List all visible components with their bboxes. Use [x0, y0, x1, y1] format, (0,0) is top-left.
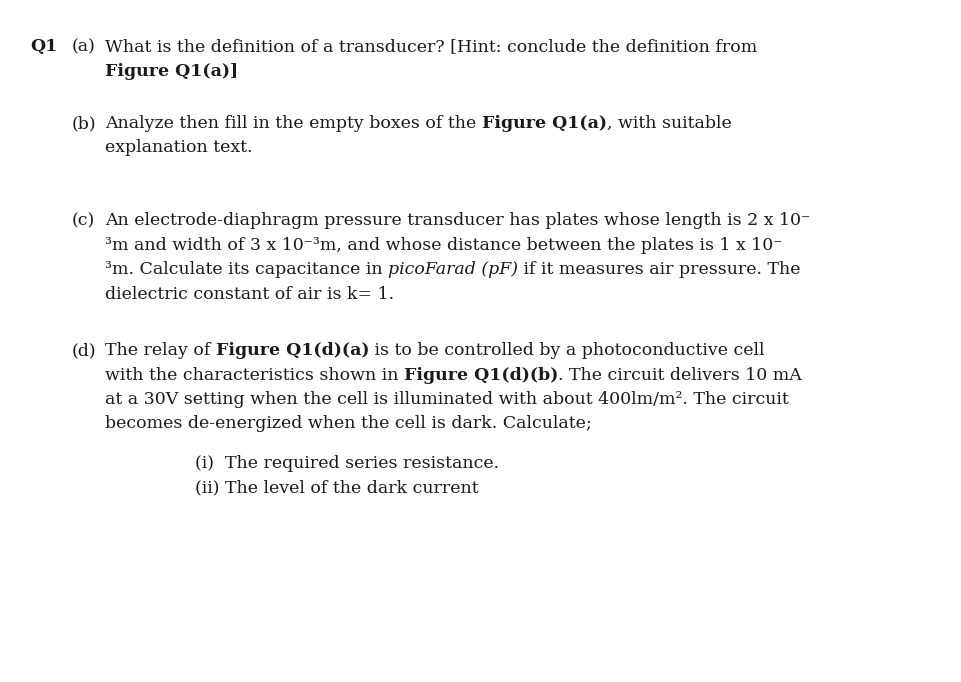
Text: becomes de-energized when the cell is dark. Calculate;: becomes de-energized when the cell is da…: [105, 415, 592, 432]
Text: picoFarad (pF): picoFarad (pF): [388, 261, 518, 278]
Text: (ii) The level of the dark current: (ii) The level of the dark current: [195, 479, 479, 496]
Text: if it measures air pressure. The: if it measures air pressure. The: [518, 261, 801, 278]
Text: with the characteristics shown in: with the characteristics shown in: [105, 366, 404, 383]
Text: (c): (c): [72, 212, 95, 229]
Text: , with suitable: , with suitable: [606, 115, 731, 132]
Text: Figure Q1(d)(b): Figure Q1(d)(b): [404, 366, 558, 383]
Text: An electrode-diaphragm pressure transducer has plates whose length is 2 x 10⁻: An electrode-diaphragm pressure transduc…: [105, 212, 810, 229]
Text: ³m. Calculate its capacitance in: ³m. Calculate its capacitance in: [105, 261, 388, 278]
Text: ³m and width of 3 x 10⁻³m, and whose distance between the plates is 1 x 10⁻: ³m and width of 3 x 10⁻³m, and whose dis…: [105, 237, 782, 254]
Text: Figure Q1(a)]: Figure Q1(a)]: [105, 63, 238, 80]
Text: Figure Q1(a): Figure Q1(a): [481, 115, 606, 132]
Text: Analyze then fill in the empty boxes of the: Analyze then fill in the empty boxes of …: [105, 115, 481, 132]
Text: The relay of: The relay of: [105, 342, 216, 359]
Text: dielectric constant of air is k= 1.: dielectric constant of air is k= 1.: [105, 286, 394, 303]
Text: (d): (d): [72, 342, 97, 359]
Text: (a): (a): [72, 38, 96, 55]
Text: is to be controlled by a photoconductive cell: is to be controlled by a photoconductive…: [369, 342, 765, 359]
Text: . The circuit delivers 10 mA: . The circuit delivers 10 mA: [558, 366, 802, 383]
Text: (b): (b): [72, 115, 97, 132]
Text: explanation text.: explanation text.: [105, 140, 253, 156]
Text: What is the definition of a transducer? [Hint: conclude the definition from: What is the definition of a transducer? …: [105, 38, 757, 55]
Text: at a 30V setting when the cell is illuminated with about 400lm/m². The circuit: at a 30V setting when the cell is illumi…: [105, 391, 789, 408]
Text: Q1: Q1: [30, 38, 58, 55]
Text: (i)  The required series resistance.: (i) The required series resistance.: [195, 455, 499, 472]
Text: Figure Q1(d)(a): Figure Q1(d)(a): [216, 342, 369, 359]
